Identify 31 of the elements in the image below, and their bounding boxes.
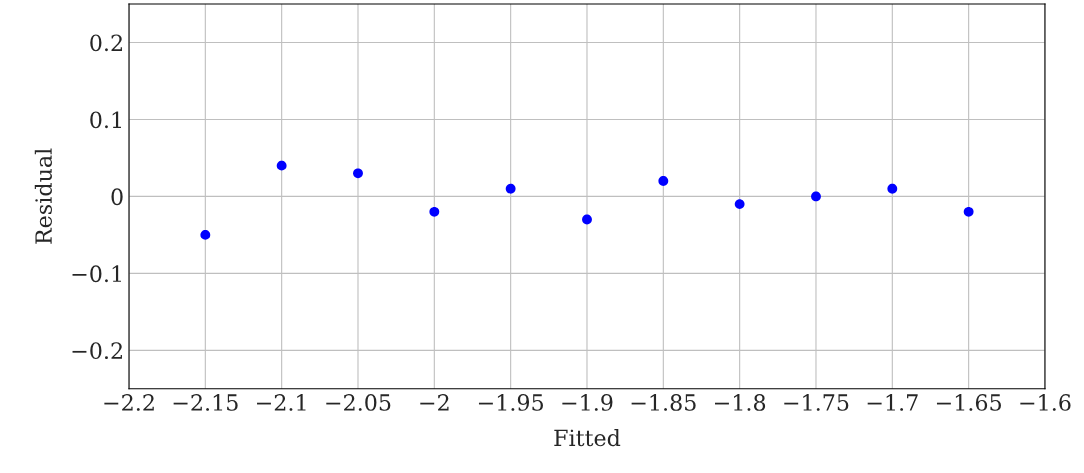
y-axis-title: Residual: [34, 148, 52, 244]
x-tick-label: −1.75: [784, 394, 849, 411]
y-tick-label: 0: [111, 188, 123, 206]
x-tick-label: −2.15: [173, 394, 238, 411]
y-tick-label: 0.2: [90, 34, 122, 52]
point: [353, 168, 363, 179]
point: [963, 206, 974, 217]
point: [887, 183, 898, 194]
y-tick-label: −0.2: [72, 342, 122, 360]
x-tick-label: −2: [420, 394, 449, 411]
x-tick-label: −2.1: [257, 394, 306, 411]
point: [582, 214, 592, 225]
point: [429, 206, 440, 217]
x-tick-label: −2.05: [326, 394, 391, 411]
x-axis-title: Fitted: [554, 429, 621, 447]
point: [658, 176, 669, 186]
x-tick-label: −1.85: [631, 394, 696, 411]
point: [200, 229, 211, 240]
x-tick-label: −1.95: [478, 394, 543, 411]
y-tick-label: −0.1: [72, 265, 121, 283]
y-tick-label: 0.1: [90, 111, 121, 129]
point: [734, 199, 745, 210]
point: [811, 191, 821, 202]
x-tick-label: −2.2: [104, 394, 154, 411]
x-tick-label: −1.6: [1020, 394, 1071, 411]
x-tick-label: −1.65: [936, 394, 1001, 411]
point: [505, 183, 516, 194]
x-tick-label: −1.8: [715, 394, 766, 411]
x-tick-label: −1.7: [867, 394, 918, 411]
point: [276, 160, 287, 171]
x-tick-label: −1.9: [562, 394, 613, 411]
